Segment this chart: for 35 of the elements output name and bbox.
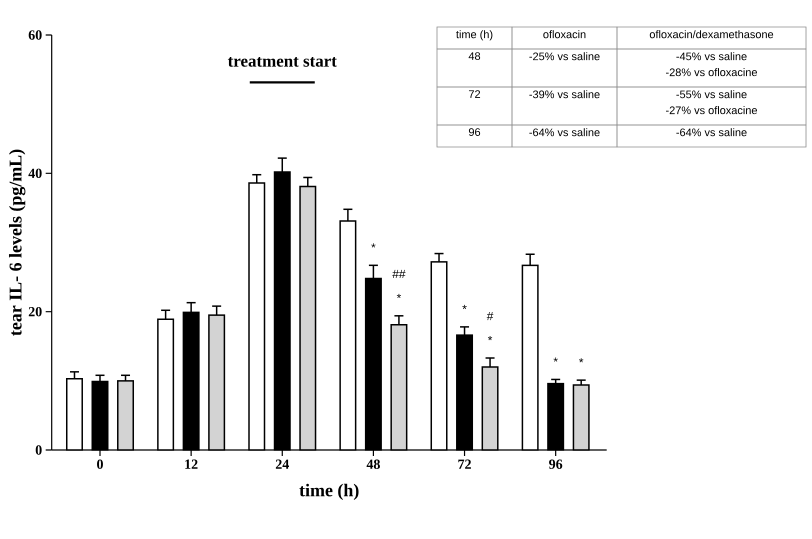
annotation: time (h) [456,30,492,40]
annotation: treatment start [228,57,337,67]
y-tick-label: 0 [36,445,42,455]
y-axis-title: tear IL- 6 levels (pg/mL) [8,150,26,336]
annotation: -39% vs saline [529,90,600,98]
y-tick-label: 40 [28,168,42,178]
x-tick-label: 72 [458,460,471,469]
annotation: * [554,357,558,362]
annotation: * [396,294,402,298]
text: -27% vs ofloxacine [666,106,757,114]
annotation: -25% vs saline [529,52,600,60]
x-axis-title: time (h) [299,484,359,500]
annotation: * [371,243,376,248]
annotation: -64% vs saline [529,128,600,136]
annotation: 72 [468,90,480,98]
annotation: 48 [468,52,480,60]
y-tick-label: 60 [28,30,42,40]
x-tick-label: 0 [97,460,103,469]
text: -45% vs saline [676,52,747,60]
x-tick-label: 24 [276,460,289,469]
text: ofloxacin/dexamethasone [650,30,774,38]
annotation: ## [392,270,406,278]
text: -55% vs saline [676,90,747,98]
annotation: ofloxacin [543,30,586,38]
y-tick-label: 20 [28,306,42,316]
annotation: * [488,336,492,340]
annotation: 96 [468,128,480,136]
text: -28% vs ofloxacine [666,68,757,76]
annotation: * [462,304,467,310]
annotation: * [579,358,584,362]
annotation: # [486,312,494,320]
x-tick-label: 12 [185,460,198,469]
text: -64% vs saline [676,128,747,136]
x-tick-label: 96 [549,460,562,469]
x-tick-label: 48 [366,460,380,469]
